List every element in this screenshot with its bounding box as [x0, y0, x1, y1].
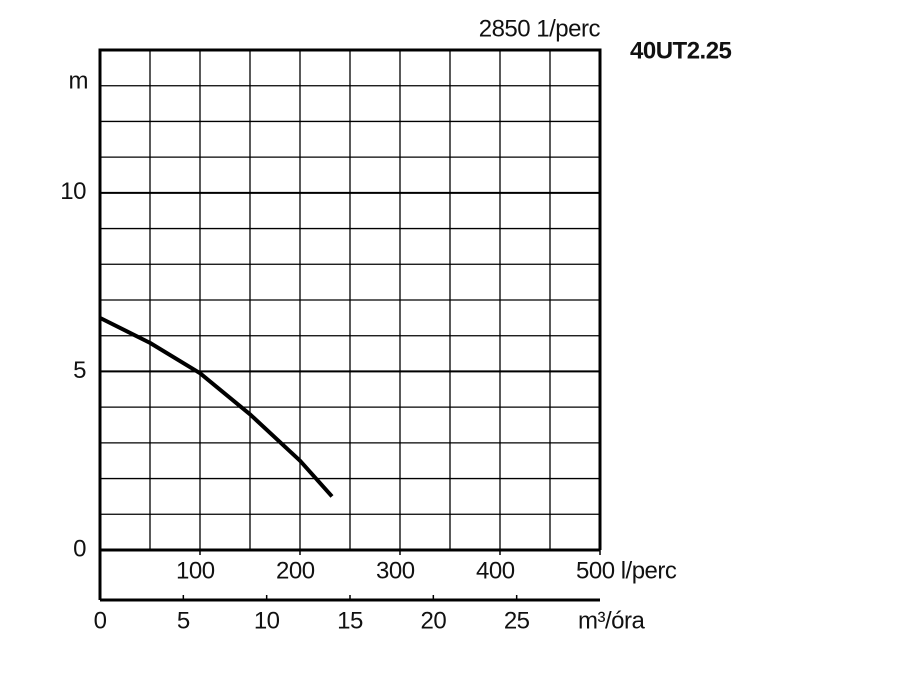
x-tick-label: 500 l/perc — [576, 557, 677, 584]
x-tick-label: 100 — [176, 557, 215, 584]
x-tick-label: 200 — [276, 557, 315, 584]
x-tick-label: 400 — [476, 557, 515, 584]
x2-tick-label: 10 — [254, 607, 280, 634]
x2-tick-label: 0 — [94, 607, 107, 634]
y-tick-label: 0 — [73, 535, 86, 562]
x-tick-label: 300 — [376, 557, 415, 584]
chart-subtitle: 2850 1/perc — [479, 15, 601, 42]
pump-curve — [99, 316, 334, 498]
x2-tick-label: 25 — [504, 607, 530, 634]
x2-axis-label: m³/óra — [578, 607, 645, 634]
frame — [98, 48, 602, 602]
x2-tick-label: 15 — [337, 607, 363, 634]
y-axis-label: m — [69, 67, 89, 94]
chart-title: 40UT2.25 — [630, 37, 732, 64]
y-tick-label: 10 — [60, 178, 86, 205]
x2-tick-label: 5 — [177, 607, 190, 634]
x2-tick-label: 20 — [420, 607, 446, 634]
y-tick-label: 5 — [73, 357, 86, 384]
